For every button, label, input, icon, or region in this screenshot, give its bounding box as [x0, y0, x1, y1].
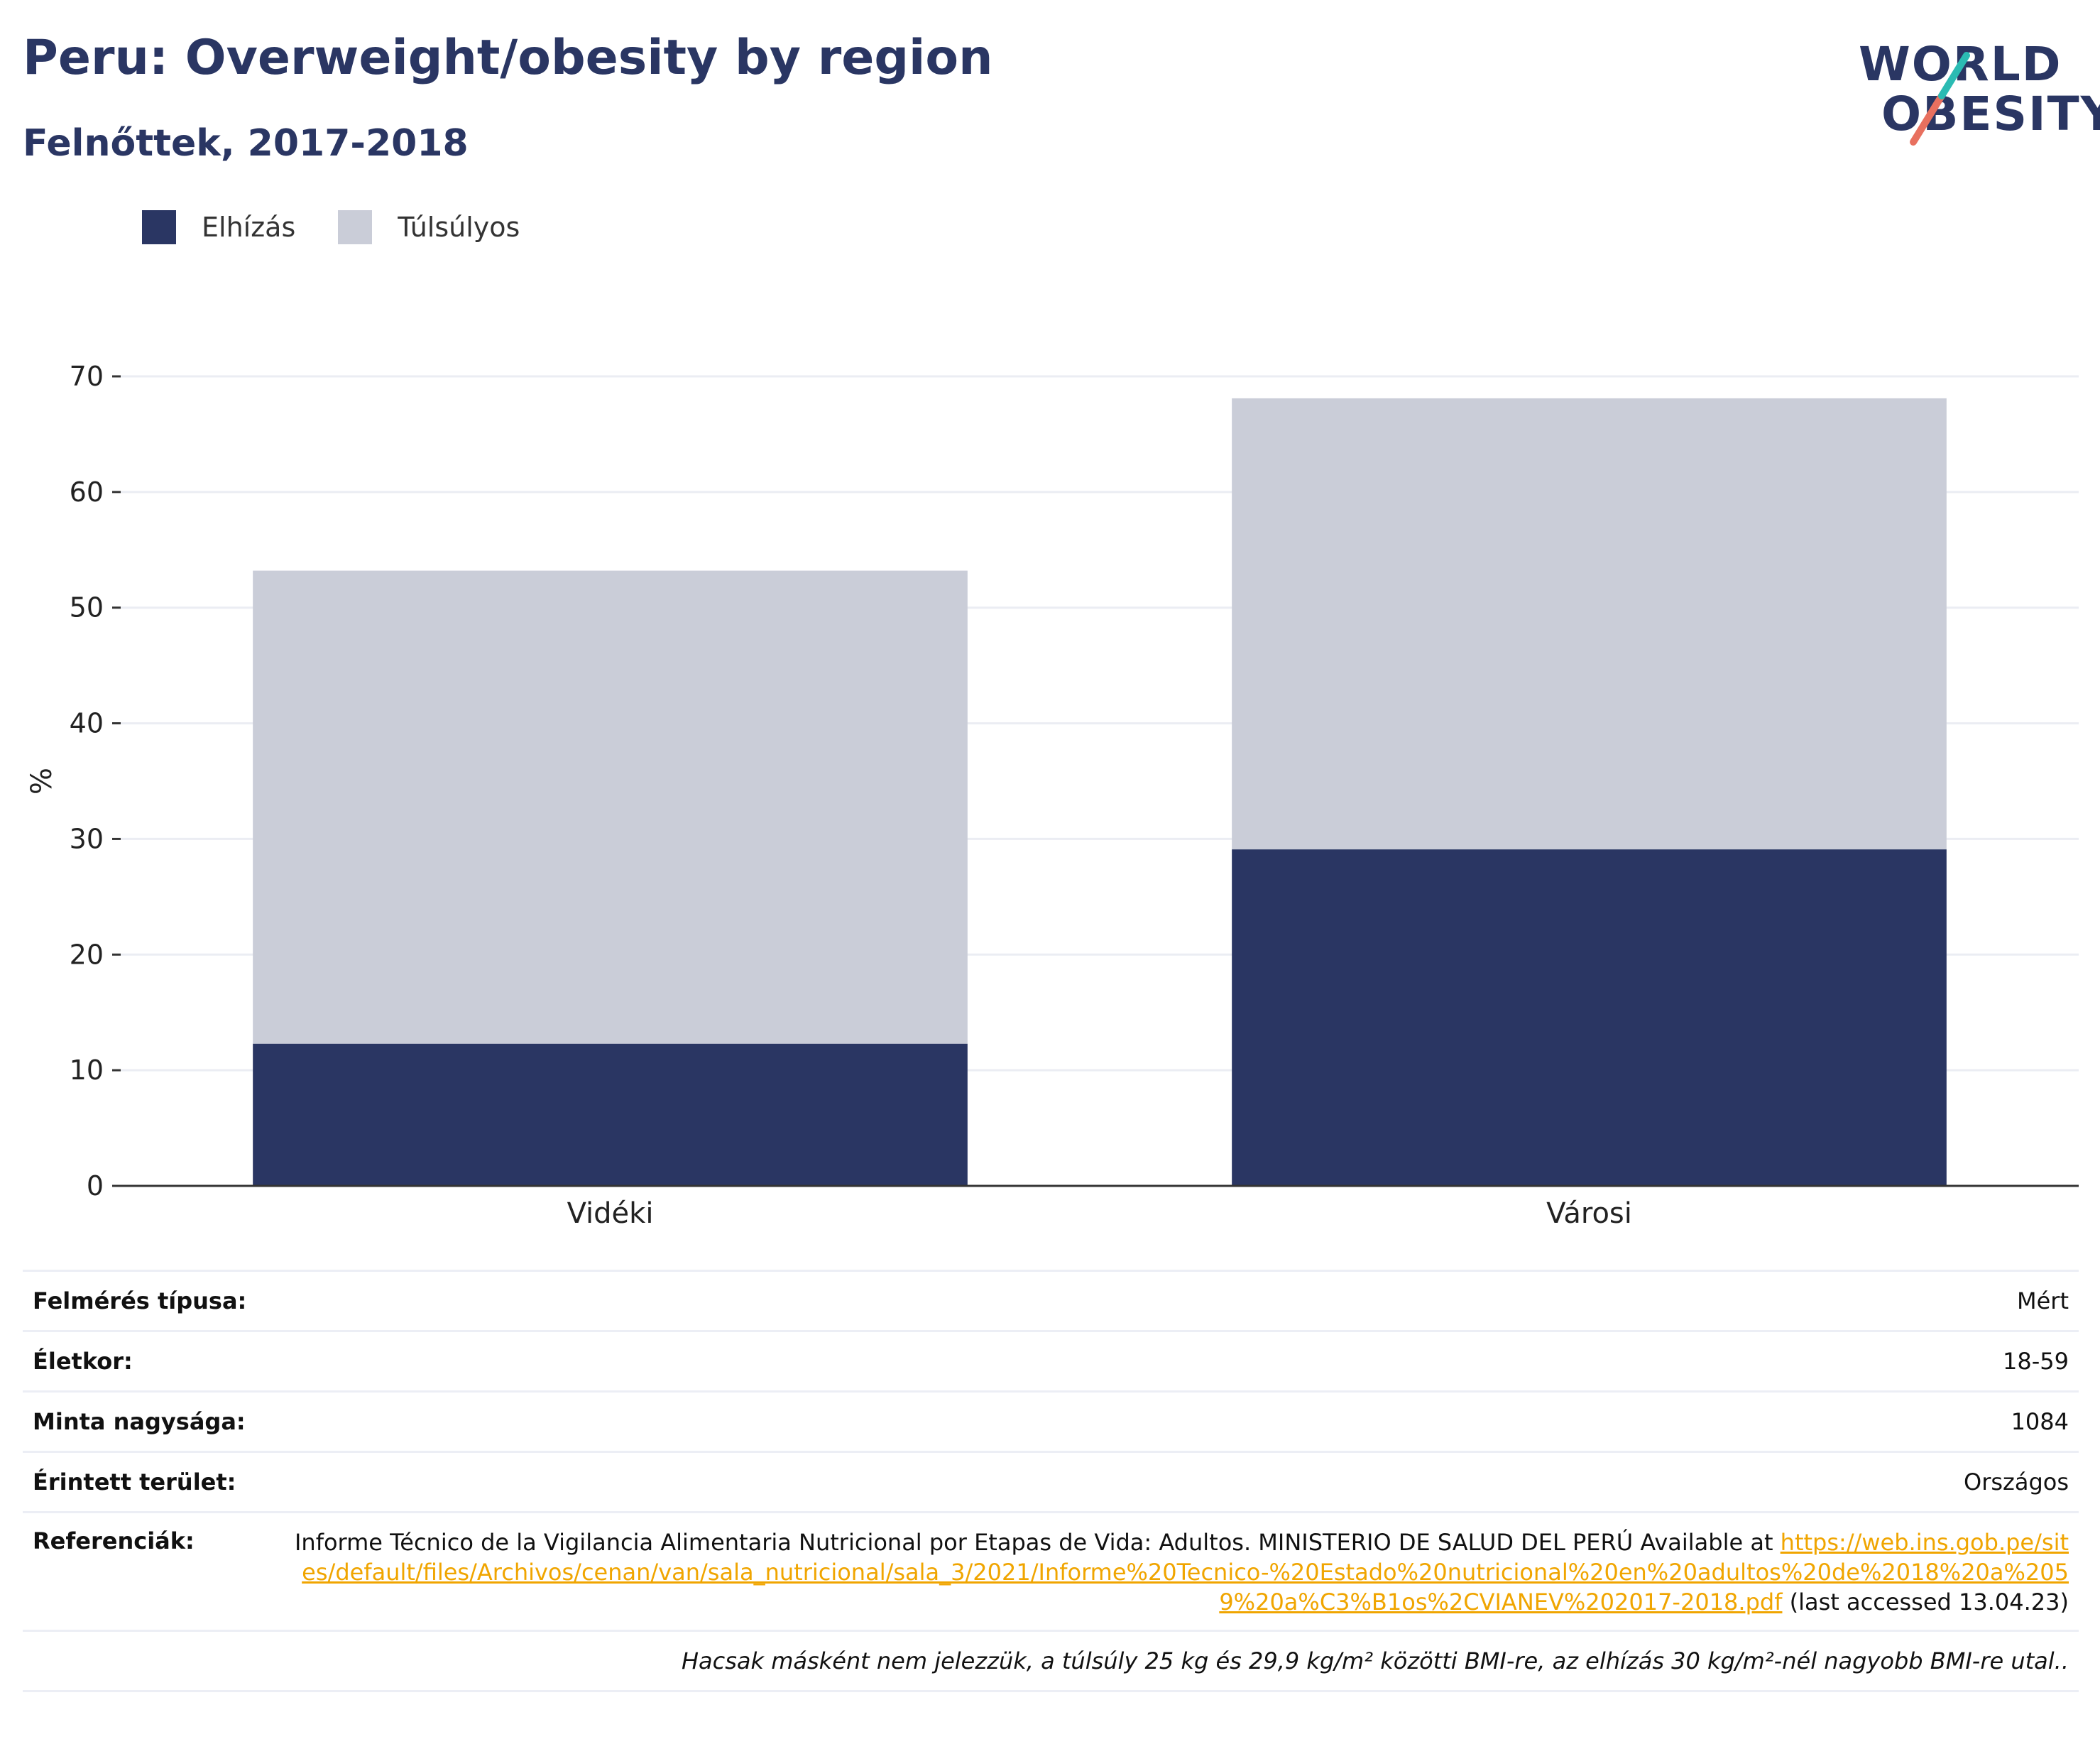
reference-text: Informe Técnico de la Vigilancia Aliment… — [294, 1527, 2069, 1617]
info-row-references: Referenciák: Informe Técnico de la Vigil… — [23, 1511, 2079, 1630]
y-tick-label: 40 — [70, 708, 104, 739]
bar-overweight — [1232, 398, 1947, 850]
info-label: Felmérés típusa: — [33, 1287, 247, 1314]
y-axis-label: % — [26, 768, 58, 795]
legend-label-obesity: Elhízás — [202, 212, 296, 243]
info-row-survey-type: Felmérés típusa: Mért — [23, 1270, 2079, 1330]
info-value: 18-59 — [2003, 1348, 2069, 1375]
legend-item-overweight[interactable]: Túlsúlyos — [338, 210, 520, 244]
chart-legend: Elhízás Túlsúlyos — [142, 210, 562, 244]
bar-overweight — [253, 570, 968, 1044]
info-label: Életkor: — [33, 1348, 133, 1375]
x-tick-label: Vidéki — [567, 1197, 654, 1230]
info-row-area: Érintett terület: Országos — [23, 1451, 2079, 1511]
y-tick-label: 50 — [70, 592, 104, 623]
info-value: 1084 — [2011, 1408, 2069, 1435]
bar-chart: 0 10 20 30 40 50 60 70% Vidéki Városi — [26, 361, 2079, 1230]
info-row-sample-size: Minta nagysága: 1084 — [23, 1390, 2079, 1451]
chart-title: Peru: Overweight/obesity by region — [23, 30, 993, 86]
info-value: Mért — [2017, 1287, 2069, 1314]
bar-obesity — [1232, 849, 1947, 1186]
y-tick-label: 20 — [70, 939, 104, 970]
reference-link[interactable]: https://web.ins.gob.pe/sites/default/fil… — [302, 1529, 2069, 1615]
reference-citation: Informe Técnico de la Vigilancia Aliment… — [294, 1529, 1773, 1556]
legend-label-overweight: Túlsúlyos — [398, 212, 520, 243]
footnote-row: Hacsak másként nem jelezzük, a túlsúly 2… — [23, 1630, 2079, 1692]
info-table: Felmérés típusa: Mért Életkor: 18-59 Min… — [23, 1270, 2079, 1692]
legend-swatch-obesity — [142, 210, 176, 244]
y-tick-label: 60 — [70, 476, 104, 508]
logo-slash-icon — [1910, 52, 1970, 146]
info-label: Referenciák: — [33, 1527, 195, 1554]
footnote-text: Hacsak másként nem jelezzük, a túlsúly 2… — [681, 1647, 2069, 1674]
y-tick-label: 0 — [87, 1170, 104, 1202]
y-tick-label: 70 — [70, 361, 104, 392]
info-value: Országos — [1964, 1469, 2069, 1495]
legend-swatch-overweight — [338, 210, 373, 244]
y-tick-label: 30 — [70, 823, 104, 854]
bar-obesity — [253, 1043, 968, 1186]
reference-suffix: (last accessed 13.04.23) — [1789, 1589, 2069, 1615]
info-label: Minta nagysága: — [33, 1408, 246, 1435]
info-row-age: Életkor: 18-59 — [23, 1330, 2079, 1390]
y-tick-label: 10 — [70, 1055, 104, 1086]
info-label: Érintett terület: — [33, 1469, 236, 1495]
x-tick-label: Városi — [1546, 1197, 1632, 1230]
chart-subtitle: Felnőttek, 2017-2018 — [23, 122, 469, 165]
legend-item-obesity[interactable]: Elhízás — [142, 210, 295, 244]
world-obesity-logo: WORLD OBESITY — [1846, 28, 2100, 156]
